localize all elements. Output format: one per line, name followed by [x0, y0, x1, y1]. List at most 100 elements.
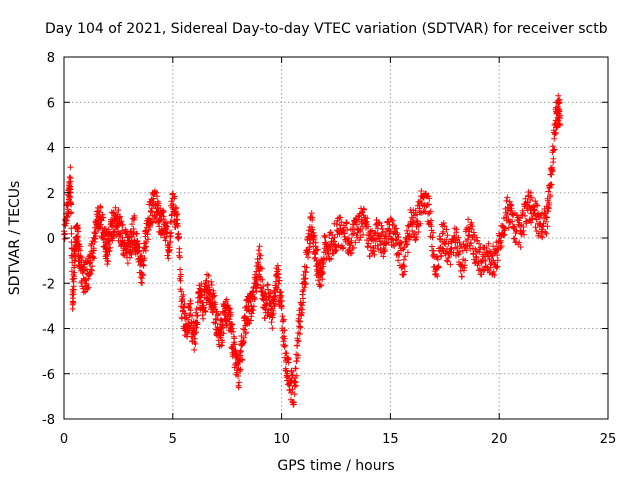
data-point — [500, 232, 507, 239]
data-point — [67, 175, 74, 182]
data-point — [490, 268, 497, 275]
data-point — [293, 372, 300, 379]
data-point — [317, 264, 324, 271]
data-point — [350, 244, 357, 251]
data-point — [66, 174, 73, 180]
data-point — [200, 304, 207, 311]
y-axis-label: SDTVAR / TECUs — [7, 181, 23, 296]
data-point — [539, 234, 546, 241]
data-point — [131, 214, 138, 221]
data-point — [202, 308, 209, 315]
data-point — [548, 171, 555, 178]
data-point — [265, 286, 271, 293]
data-point — [443, 226, 450, 233]
data-point — [333, 247, 340, 253]
data-point — [365, 223, 372, 230]
data-point — [147, 223, 154, 230]
data-point — [386, 227, 393, 233]
data-point — [440, 220, 447, 226]
data-point — [353, 221, 360, 228]
data-point — [119, 221, 126, 228]
data-point — [229, 321, 236, 328]
data-point — [237, 348, 244, 355]
data-point — [231, 335, 238, 342]
data-point — [308, 210, 315, 217]
data-point — [360, 231, 367, 238]
x-tick-label: 0 — [60, 432, 68, 447]
data-point — [482, 258, 489, 264]
data-point — [544, 214, 551, 221]
data-point — [502, 225, 509, 232]
data-point — [546, 201, 553, 208]
data-point — [139, 261, 146, 268]
x-axis-label: GPS time / hours — [277, 458, 394, 474]
data-point — [283, 350, 290, 357]
data-point — [250, 307, 257, 314]
data-point — [215, 310, 222, 317]
data-point — [394, 231, 401, 238]
data-point — [93, 229, 99, 235]
data-point — [522, 212, 529, 219]
data-point — [259, 265, 265, 272]
data-point — [332, 248, 339, 254]
x-tick-label: 25 — [600, 432, 617, 447]
data-point — [517, 244, 524, 250]
data-point — [555, 100, 562, 107]
data-point — [141, 255, 148, 262]
data-point — [256, 243, 263, 250]
data-point — [219, 339, 226, 346]
data-point — [271, 288, 278, 295]
data-point — [552, 130, 559, 136]
data-point — [520, 224, 527, 230]
data-point — [144, 236, 151, 243]
data-point — [278, 293, 285, 299]
data-point — [504, 211, 510, 218]
data-point — [404, 249, 411, 256]
data-point — [428, 217, 435, 224]
data-point — [414, 218, 421, 225]
data-point — [170, 219, 177, 225]
data-point — [545, 188, 552, 195]
data-point — [551, 135, 558, 142]
data-point — [272, 300, 279, 307]
data-point — [139, 280, 146, 286]
data-point — [400, 262, 407, 269]
data-point — [374, 242, 381, 249]
data-point — [71, 262, 78, 269]
data-point — [212, 301, 219, 308]
data-point — [299, 288, 306, 295]
data-point — [259, 276, 266, 283]
data-point — [453, 226, 460, 233]
data-point — [192, 340, 199, 347]
data-point — [393, 225, 400, 232]
data-point — [470, 229, 477, 236]
data-point — [543, 214, 550, 220]
data-point — [468, 226, 475, 233]
data-point — [290, 399, 297, 406]
data-point — [131, 237, 138, 244]
data-point — [548, 181, 554, 188]
data-point — [281, 335, 288, 342]
data-point — [220, 330, 227, 337]
data-point — [98, 217, 105, 224]
data-point — [194, 319, 201, 326]
x-tick-label: 10 — [273, 432, 290, 447]
data-point — [89, 263, 96, 270]
data-point — [412, 237, 419, 244]
data-point — [307, 240, 314, 247]
data-point — [364, 215, 371, 222]
data-point — [321, 233, 328, 240]
data-point — [68, 209, 75, 216]
data-point — [426, 201, 432, 208]
data-point — [465, 232, 472, 239]
data-point — [105, 258, 112, 265]
data-point — [275, 274, 282, 281]
data-point — [297, 324, 304, 331]
data-point — [435, 264, 442, 271]
data-point — [486, 256, 493, 263]
data-point — [271, 295, 278, 302]
data-point — [341, 230, 348, 237]
data-point — [297, 318, 303, 325]
